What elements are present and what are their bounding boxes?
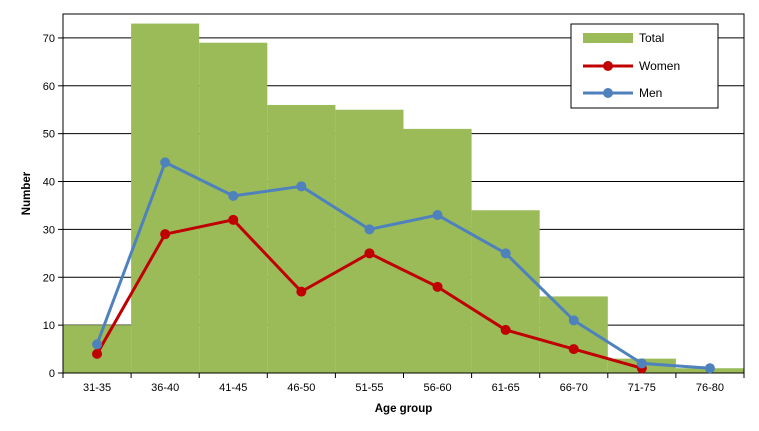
x-tick-label: 61-65	[492, 382, 520, 394]
x-tick-label: 71-75	[628, 382, 656, 394]
point-women-56-60	[432, 281, 443, 292]
point-women-46-50	[296, 286, 307, 297]
point-men-66-70	[568, 315, 579, 326]
y-tick-label: 10	[43, 320, 55, 332]
y-tick-label: 40	[43, 177, 55, 189]
x-axis-ticks: 31-35 36-40 41-45 46-50 51-55 56-60 61-65 66-70…	[62, 373, 745, 394]
point-women-61-65	[500, 324, 511, 335]
legend-label-men: Men	[639, 86, 662, 100]
point-women-66-70	[568, 344, 579, 355]
point-men-36-40	[160, 157, 171, 168]
x-tick-label: 51-55	[355, 382, 383, 394]
point-men-76-80	[704, 363, 715, 374]
bar-41-45	[199, 42, 268, 373]
y-axis-title: Number	[21, 171, 33, 215]
x-tick-label: 56-60	[423, 382, 451, 394]
y-tick-label: 50	[43, 129, 55, 141]
x-tick-label: 46-50	[287, 382, 315, 394]
x-tick-label: 31-35	[83, 382, 111, 394]
point-men-41-45	[228, 190, 239, 201]
bar-56-60	[403, 128, 472, 373]
y-tick-label: 70	[43, 33, 55, 45]
point-men-51-55	[364, 224, 375, 235]
total-bars	[63, 23, 744, 374]
bar-61-65	[471, 210, 540, 373]
y-tick-label: 60	[43, 81, 55, 93]
legend-swatch-total	[583, 33, 633, 43]
point-men-31-35	[92, 339, 103, 350]
point-women-31-35	[92, 348, 103, 359]
point-women-41-45	[228, 214, 239, 225]
point-men-46-50	[296, 181, 307, 192]
series-lines	[92, 157, 715, 374]
y-tick-label: 0	[49, 368, 55, 380]
legend-marker-men	[603, 88, 613, 98]
legend: Total Women Men	[570, 23, 719, 109]
bar-36-40	[131, 23, 200, 373]
point-women-51-55	[364, 248, 375, 259]
legend-marker-women	[603, 61, 613, 71]
line-men	[95, 160, 711, 370]
y-tick-label: 20	[43, 272, 55, 284]
legend-label-women: Women	[639, 59, 680, 73]
point-men-61-65	[500, 248, 511, 259]
x-tick-label: 66-70	[560, 382, 588, 394]
y-tick-label: 30	[43, 224, 55, 236]
point-men-71-75	[636, 358, 647, 369]
point-women-36-40	[160, 229, 171, 240]
point-men-56-60	[432, 210, 443, 221]
legend-label-total: Total	[639, 31, 664, 45]
x-axis-title: Age group	[375, 403, 433, 415]
y-axis-ticks: 0 10 20 30 40 50 60 70	[43, 33, 63, 380]
bar-46-50	[267, 104, 336, 374]
bar-51-55	[335, 109, 404, 373]
x-tick-label: 36-40	[151, 382, 179, 394]
x-tick-label: 41-45	[219, 382, 247, 394]
x-tick-label: 76-80	[696, 382, 724, 394]
